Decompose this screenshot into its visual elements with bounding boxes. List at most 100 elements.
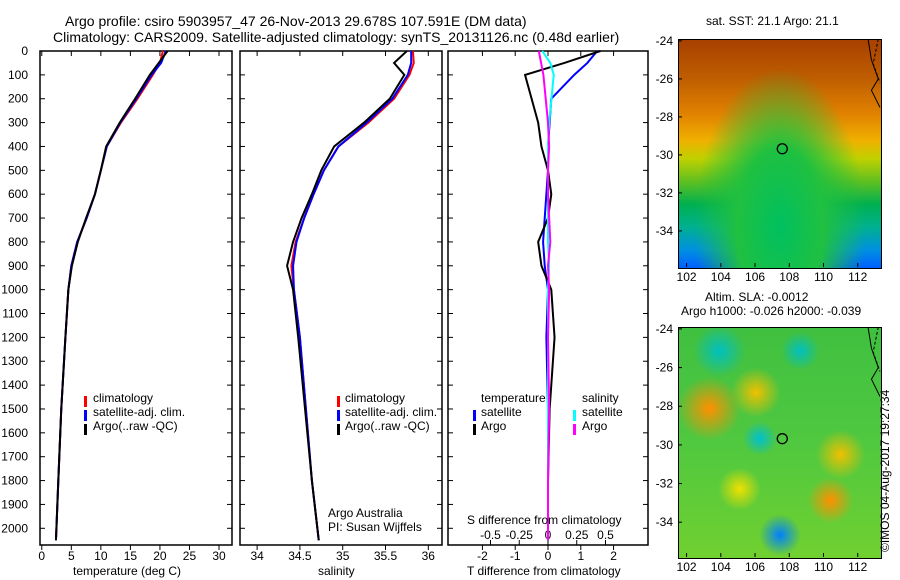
x-tick-label: 34.5 xyxy=(288,549,312,563)
coastline-dashed xyxy=(872,326,881,372)
x-tick-label: 35 xyxy=(336,549,350,563)
s-diff-axis-label: S difference from climatology xyxy=(467,513,622,527)
map-y-tick-label: -24 xyxy=(656,322,674,336)
y-tick-label: 500 xyxy=(8,163,28,177)
legend-swatch xyxy=(473,424,476,435)
series-line-argo-raw-qc- xyxy=(54,50,169,541)
sla-map-subtitle: Argo h1000: -0.026 h2000: -0.039 xyxy=(681,304,862,318)
y-tick-label: 1500 xyxy=(1,402,28,416)
legend3-temperature: temperature xyxy=(481,391,546,405)
s-tick-label: -0.25 xyxy=(506,528,534,542)
legend3-salinity: salinity xyxy=(582,391,619,405)
legend-swatch xyxy=(84,424,87,435)
y-tick-label: 1600 xyxy=(1,426,28,440)
coastline xyxy=(867,326,881,397)
map-y-tick-label: -34 xyxy=(656,224,674,238)
y-tick-label: 400 xyxy=(8,139,28,153)
legend-swatch xyxy=(337,396,340,407)
x-tick-label: 35.5 xyxy=(374,549,398,563)
series-line-argo-raw-qc- xyxy=(286,50,408,541)
x-tick-label: 1 xyxy=(577,549,584,563)
x-tick-label: 34 xyxy=(250,549,264,563)
s-tick-label: 0.25 xyxy=(565,528,589,542)
y-tick-label: 1000 xyxy=(1,283,28,297)
y-tick-label: 1300 xyxy=(1,354,28,368)
x-tick-label: 36 xyxy=(422,549,436,563)
x-tick-label: 30 xyxy=(212,549,226,563)
map-x-tick-label: 102 xyxy=(677,270,697,284)
salinity-axis-label: salinity xyxy=(318,564,355,578)
x-tick-label: 15 xyxy=(124,549,138,563)
coastline xyxy=(867,38,881,108)
y-tick-label: 0 xyxy=(21,44,28,58)
sst-map xyxy=(678,39,882,269)
legend1-argo: Argo(..raw -QC) xyxy=(93,419,178,433)
map-y-tick-label: -26 xyxy=(656,72,674,86)
panel-frame-1 xyxy=(39,50,233,546)
map-x-tick-label: 108 xyxy=(779,560,799,574)
panel-frame-2 xyxy=(239,50,443,546)
series-line-temperature-argo xyxy=(523,50,601,541)
legend1-satellite: satellite-adj. clim. xyxy=(93,405,186,419)
legend3-s-argo: Argo xyxy=(582,419,608,433)
y-tick-label: 1100 xyxy=(2,307,28,321)
legend2-argo: Argo(..raw -QC) xyxy=(345,419,430,433)
x-tick-label: 2 xyxy=(610,549,617,563)
legend3-t-argo: Argo xyxy=(481,419,507,433)
x-tick-label: 0 xyxy=(545,549,552,563)
map-y-tick-label: -32 xyxy=(656,186,674,200)
y-tick-label: 2000 xyxy=(1,521,28,535)
x-tick-label: 25 xyxy=(183,549,197,563)
map-y-tick-label: -34 xyxy=(656,515,674,529)
map-x-tick-label: 102 xyxy=(677,560,697,574)
pi-label: PI: Susan Wijffels xyxy=(328,520,422,534)
sla-map-title: Altim. SLA: -0.0012 xyxy=(705,290,809,304)
map-x-tick-label: 104 xyxy=(711,560,731,574)
float-location-marker xyxy=(776,143,788,155)
s-tick-label: 0.5 xyxy=(597,528,614,542)
legend-swatch xyxy=(573,424,576,435)
x-tick-label: 5 xyxy=(68,549,75,563)
legend3-s-satellite: satellite xyxy=(582,405,623,419)
y-tick-label: 1800 xyxy=(1,474,28,488)
figure-title: Argo profile: csiro 5903957_47 26-Nov-20… xyxy=(65,13,527,29)
y-tick-label: 1700 xyxy=(1,450,28,464)
map-x-tick-label: 110 xyxy=(814,560,833,574)
legend-swatch xyxy=(84,396,87,407)
legend-swatch xyxy=(84,410,87,421)
map-y-tick-label: -26 xyxy=(656,361,674,375)
map-y-tick-label: -32 xyxy=(656,477,674,491)
map-y-tick-label: -30 xyxy=(656,148,674,162)
map-x-tick-label: 104 xyxy=(711,270,731,284)
legend-swatch xyxy=(337,424,340,435)
map-x-tick-label: 110 xyxy=(814,270,833,284)
figure-subtitle: Climatology: CARS2009. Satellite-adjuste… xyxy=(53,29,620,45)
x-tick-label: -2 xyxy=(477,549,488,563)
map-y-tick-label: -30 xyxy=(656,438,674,452)
map-x-tick-label: 112 xyxy=(848,560,867,574)
y-tick-label: 900 xyxy=(8,259,28,273)
map-y-tick-label: -28 xyxy=(656,399,674,413)
legend-swatch xyxy=(473,410,476,421)
y-tick-label: 1400 xyxy=(1,378,28,392)
s-tick-label: -0.5 xyxy=(480,528,501,542)
y-tick-label: 800 xyxy=(8,235,28,249)
y-tick-label: 300 xyxy=(8,116,28,130)
x-tick-label: 10 xyxy=(94,549,108,563)
legend2-satellite: satellite-adj. clim. xyxy=(345,405,438,419)
y-tick-label: 1900 xyxy=(1,497,28,511)
x-tick-label: -1 xyxy=(510,549,521,563)
y-tick-label: 600 xyxy=(8,187,28,201)
sst-map-title: sat. SST: 21.1 Argo: 21.1 xyxy=(706,14,839,28)
y-tick-label: 1200 xyxy=(1,330,28,344)
imos-credit: ©IMOS 04-Aug-2017 19:27:34 xyxy=(878,389,892,552)
series-line-salinity-argo xyxy=(537,50,552,541)
series-line-climatology xyxy=(54,50,164,541)
t-diff-axis-label: T difference from climatology xyxy=(467,564,621,578)
map-x-tick-label: 106 xyxy=(745,560,765,574)
map-x-tick-label: 112 xyxy=(848,270,867,284)
map-y-tick-label: -28 xyxy=(656,110,674,124)
temperature-axis-label: temperature (deg C) xyxy=(73,564,182,578)
y-tick-label: 100 xyxy=(8,68,28,82)
